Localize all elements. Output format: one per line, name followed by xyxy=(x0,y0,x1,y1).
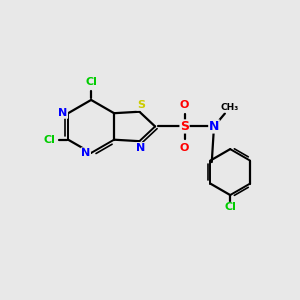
Text: S: S xyxy=(137,100,145,110)
Text: Cl: Cl xyxy=(44,135,55,145)
Text: O: O xyxy=(180,100,189,110)
Text: Cl: Cl xyxy=(85,77,97,87)
Text: Cl: Cl xyxy=(224,202,236,212)
Text: S: S xyxy=(180,120,189,133)
Text: N: N xyxy=(136,142,146,153)
Text: CH₃: CH₃ xyxy=(220,103,238,112)
Text: O: O xyxy=(180,143,189,153)
Text: N: N xyxy=(81,148,90,158)
Text: N: N xyxy=(209,120,219,133)
Text: N: N xyxy=(58,108,68,118)
